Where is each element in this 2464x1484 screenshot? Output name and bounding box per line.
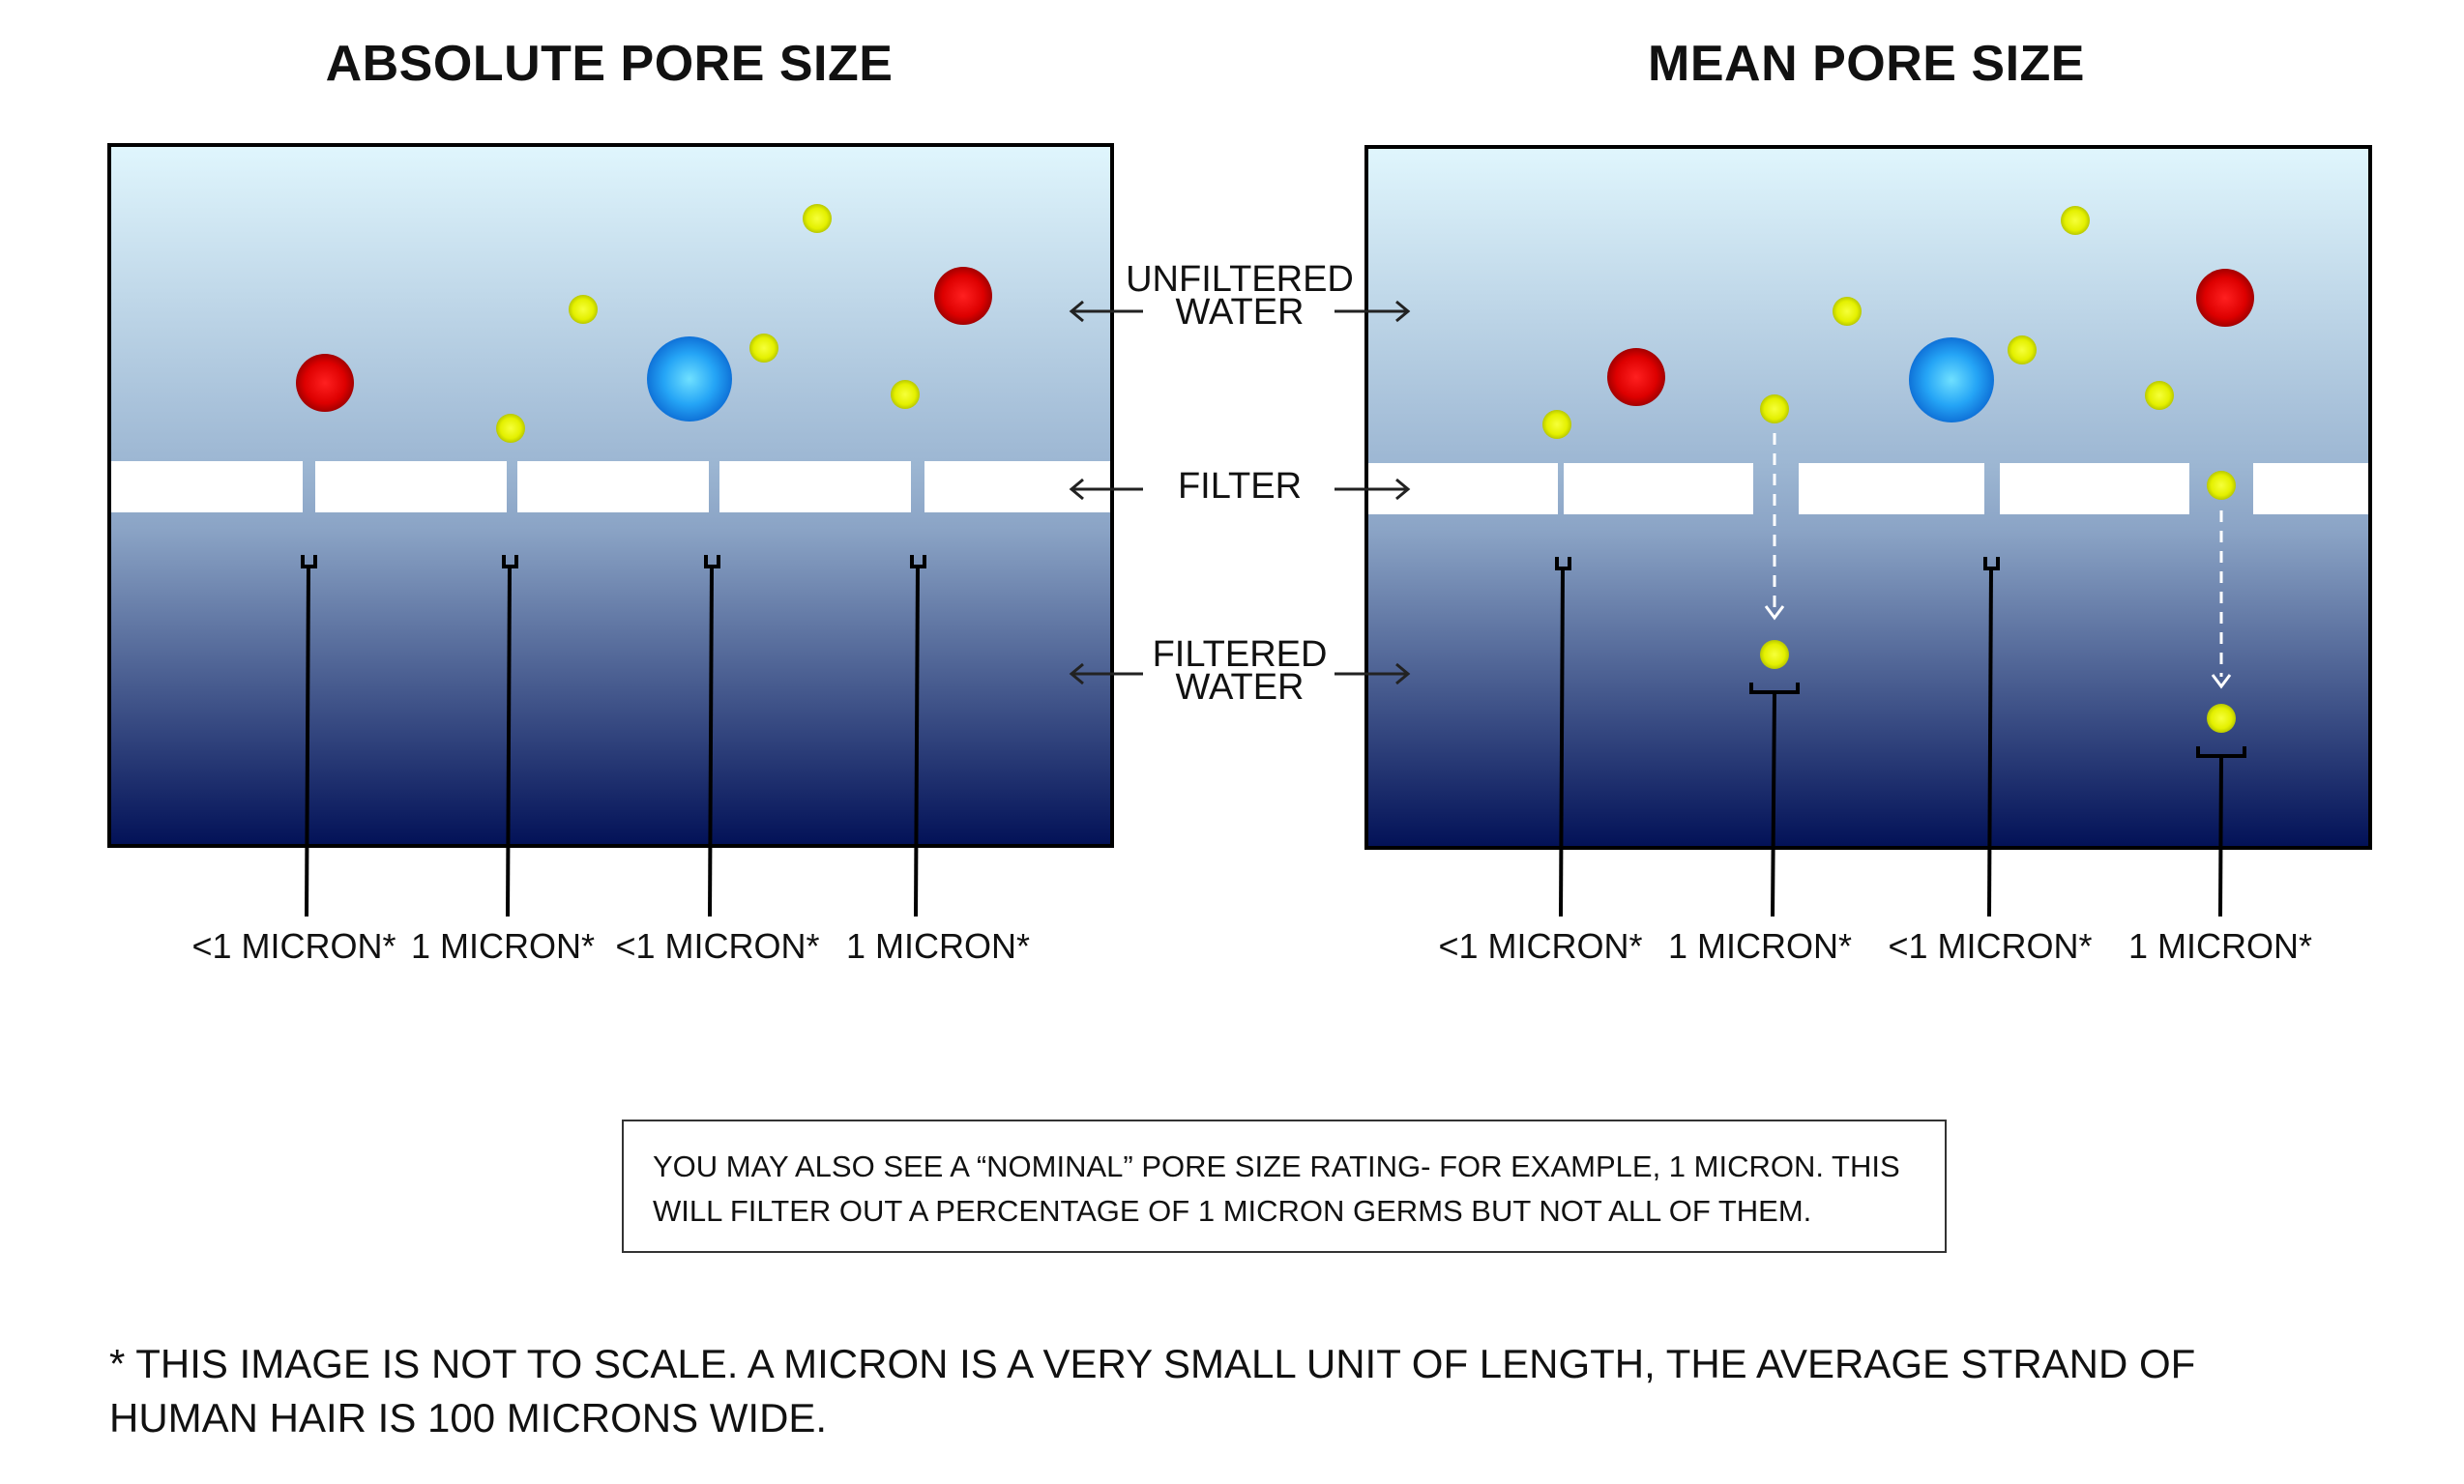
center-arrows (1069, 300, 1411, 685)
scale-footnote: * THIS IMAGE IS NOT TO SCALE. A MICRON I… (109, 1341, 2196, 1440)
absolute-micron-label-4: 1 MICRON* (845, 926, 1031, 966)
filtered-label-line1: FILTERED (1152, 634, 1328, 675)
filtered-label-line2: WATER (1175, 667, 1305, 708)
yellow-particle-passed (2207, 704, 2236, 733)
red-particle (2196, 269, 2254, 327)
yellow-particle (891, 380, 920, 409)
filter-membrane (111, 461, 1110, 512)
yellow-particle (2008, 335, 2037, 364)
mean-micron-label-3: <1 MICRON* (1888, 926, 2093, 966)
mean-micron-label-4: 1 MICRON* (2127, 926, 2313, 966)
absolute-micron-label-3: <1 MICRON* (615, 926, 820, 966)
yellow-particle (749, 334, 778, 363)
passing-arrows (1764, 433, 2232, 689)
yellow-particle (1760, 394, 1789, 423)
yellow-particle (2061, 206, 2090, 235)
nominal-pore-size-note: YOU MAY ALSO SEE A “NOMINAL” PORE SIZE R… (622, 1120, 1947, 1253)
absolute-pore-size-title: ABSOLUTE PORE SIZE (325, 36, 894, 92)
mean-micron-label-1: <1 MICRON* (1438, 926, 1643, 966)
unfiltered-label-line1: UNFILTERED (1126, 259, 1354, 300)
blue-particle (1909, 337, 1994, 422)
unfiltered-label-line2: WATER (1175, 292, 1305, 333)
red-particle (1607, 348, 1665, 406)
yellow-particle (1542, 410, 1571, 439)
yellow-particle (2207, 471, 2236, 500)
filtered-water-label: FILTERED WATER (1122, 634, 1358, 708)
unfiltered-water-label: UNFILTERED WATER (1122, 259, 1358, 333)
pore-pointers (1555, 557, 2246, 917)
mean-pore-size-title: MEAN PORE SIZE (1648, 36, 2085, 92)
absolute-micron-label-2: 1 MICRON* (410, 926, 596, 966)
yellow-particle-passed (1760, 640, 1789, 669)
yellow-particle (2145, 381, 2174, 410)
mean-panel (1364, 145, 2372, 917)
yellow-particle (569, 295, 598, 324)
absolute-micron-label-1: <1 MICRON* (191, 926, 396, 966)
blue-particle (647, 336, 732, 422)
yellow-particle (1833, 297, 1862, 326)
yellow-particle (496, 414, 525, 443)
red-particle (934, 267, 992, 325)
red-particle (296, 354, 354, 412)
pore-pointers (301, 555, 926, 917)
mean-micron-label-2: 1 MICRON* (1667, 926, 1853, 966)
absolute-panel (107, 143, 1114, 917)
yellow-particle (803, 204, 832, 233)
filter-label: FILTER (1177, 466, 1303, 507)
